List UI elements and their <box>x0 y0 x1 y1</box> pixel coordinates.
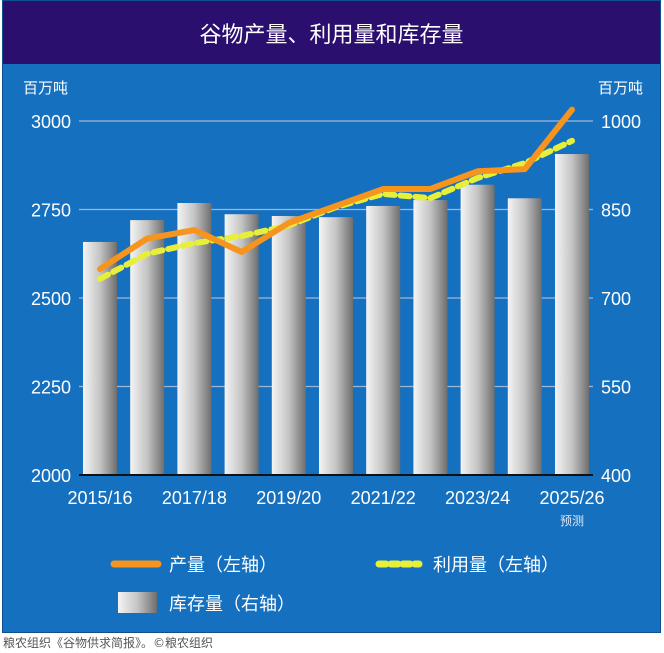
x-tick-label: 2015/16 <box>67 488 132 508</box>
chart-title: 谷物产量、利用量和库存量 <box>3 1 660 64</box>
bar-stock-2024/25 <box>507 198 542 476</box>
bar-stock-2018/19 <box>224 214 259 475</box>
right-tick-label: 700 <box>601 289 631 309</box>
left-tick-label: 2500 <box>31 289 71 309</box>
x-tick-label: 2025/26 <box>539 488 604 508</box>
left-tick-label: 2250 <box>31 378 71 398</box>
bar-stock-2019/20 <box>271 215 306 476</box>
chart-frame: 谷物产量、利用量和库存量 2000 2250 2500 2750 3000 400 550 7… <box>2 0 661 633</box>
left-tick-label: 2000 <box>31 466 71 486</box>
legend-production-label: 产量（左轴） <box>169 555 277 576</box>
bar-stock-2020/21 <box>319 217 353 476</box>
left-tick-label: 3000 <box>31 112 71 132</box>
bar-stock-2023/24 <box>460 184 495 475</box>
source-note: 粮农组织《谷物供求简报》。©粮农组织 <box>3 636 214 650</box>
x-tick-label: 2021/22 <box>351 488 416 508</box>
bar-stock-2022/23 <box>413 200 448 475</box>
left-tick-label: 2750 <box>31 201 71 221</box>
right-tick-label: 850 <box>601 201 631 221</box>
legend-stock-label: 库存量（右轴） <box>169 594 295 615</box>
legend-utilization-label: 利用量（左轴） <box>433 555 559 576</box>
right-axis-unit: 百万吨 <box>598 79 643 97</box>
bar-stock-2025/26 <box>555 154 589 476</box>
legend-stock-swatch <box>118 592 157 613</box>
right-tick-label: 550 <box>601 378 631 398</box>
x-tick-label: 2023/24 <box>445 488 510 508</box>
right-tick-label: 400 <box>601 466 631 486</box>
forecast-note: 预测 <box>560 514 584 528</box>
left-axis-unit: 百万吨 <box>23 79 68 97</box>
x-tick-label: 2017/18 <box>162 488 227 508</box>
right-tick-label: 1000 <box>601 112 641 132</box>
x-tick-label: 2019/20 <box>256 488 321 508</box>
bar-stock-2021/22 <box>366 205 401 475</box>
chart-svg: 2000 2250 2500 2750 3000 400 550 700 850 1000 百万吨 百… <box>23 79 643 615</box>
